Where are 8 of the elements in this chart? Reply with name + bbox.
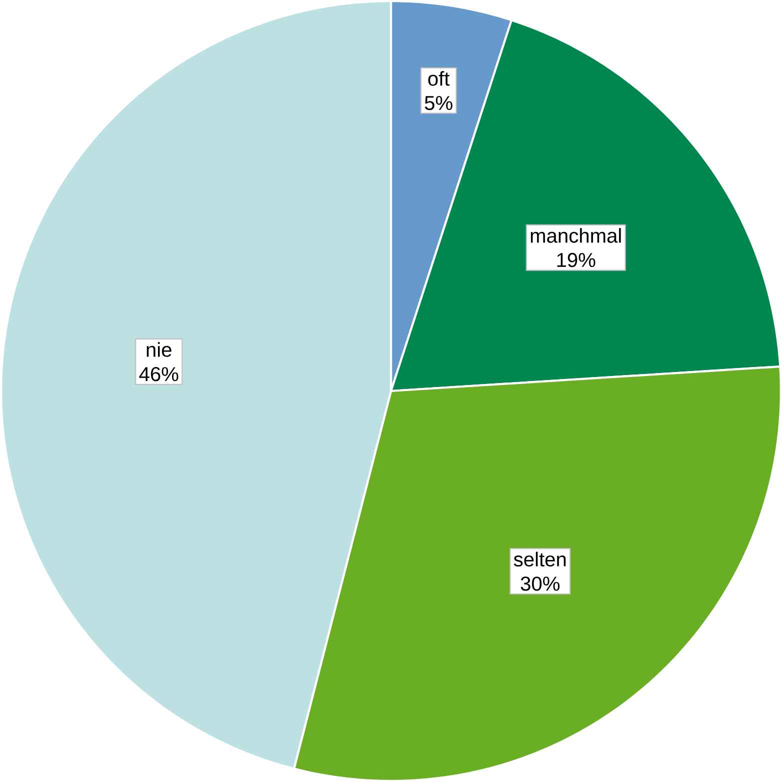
data-label: 46% xyxy=(139,366,178,382)
slice-label: selten xyxy=(514,552,566,566)
data-label: 19% xyxy=(557,252,596,268)
slice-label: nie xyxy=(146,342,172,357)
slice-label: oft xyxy=(428,71,450,86)
slice-label: manchmal xyxy=(530,228,621,243)
data-label: 30% xyxy=(520,576,560,591)
data-label: 5% xyxy=(424,96,452,110)
